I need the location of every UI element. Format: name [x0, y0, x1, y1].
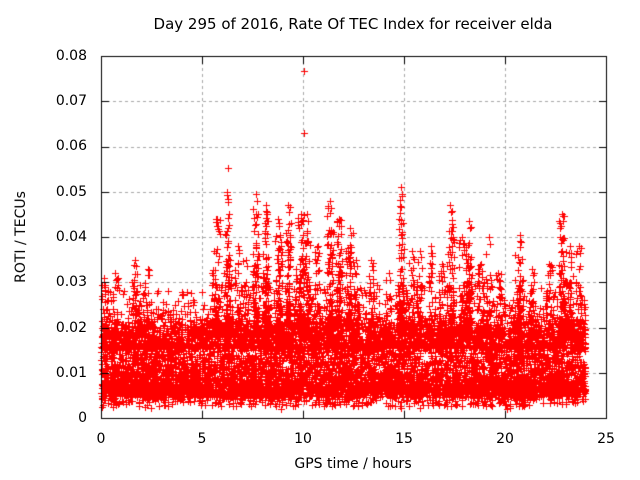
- x-tick-label: 20: [496, 431, 514, 447]
- y-tick-label: 0.02: [55, 320, 87, 336]
- y-tick-label: 0.08: [55, 48, 87, 64]
- x-tick-label: 0: [96, 431, 106, 447]
- x-tick-label: 15: [395, 431, 413, 447]
- y-tick-label: 0: [78, 410, 87, 426]
- x-tick-label: 5: [197, 431, 207, 447]
- x-tick-label: 10: [294, 431, 312, 447]
- y-tick-label: 0.01: [55, 365, 87, 381]
- y-tick-label: 0.03: [55, 274, 87, 290]
- chart-title: Day 295 of 2016, Rate Of TEC Index for r…: [153, 15, 553, 33]
- x-tick-label: 25: [597, 431, 615, 447]
- y-tick-label: 0.07: [55, 93, 87, 109]
- y-tick-label: 0.06: [55, 138, 87, 154]
- y-tick-label: 0.04: [55, 229, 87, 245]
- x-axis-label: GPS time / hours: [294, 456, 412, 472]
- y-tick-label: 0.05: [55, 184, 87, 200]
